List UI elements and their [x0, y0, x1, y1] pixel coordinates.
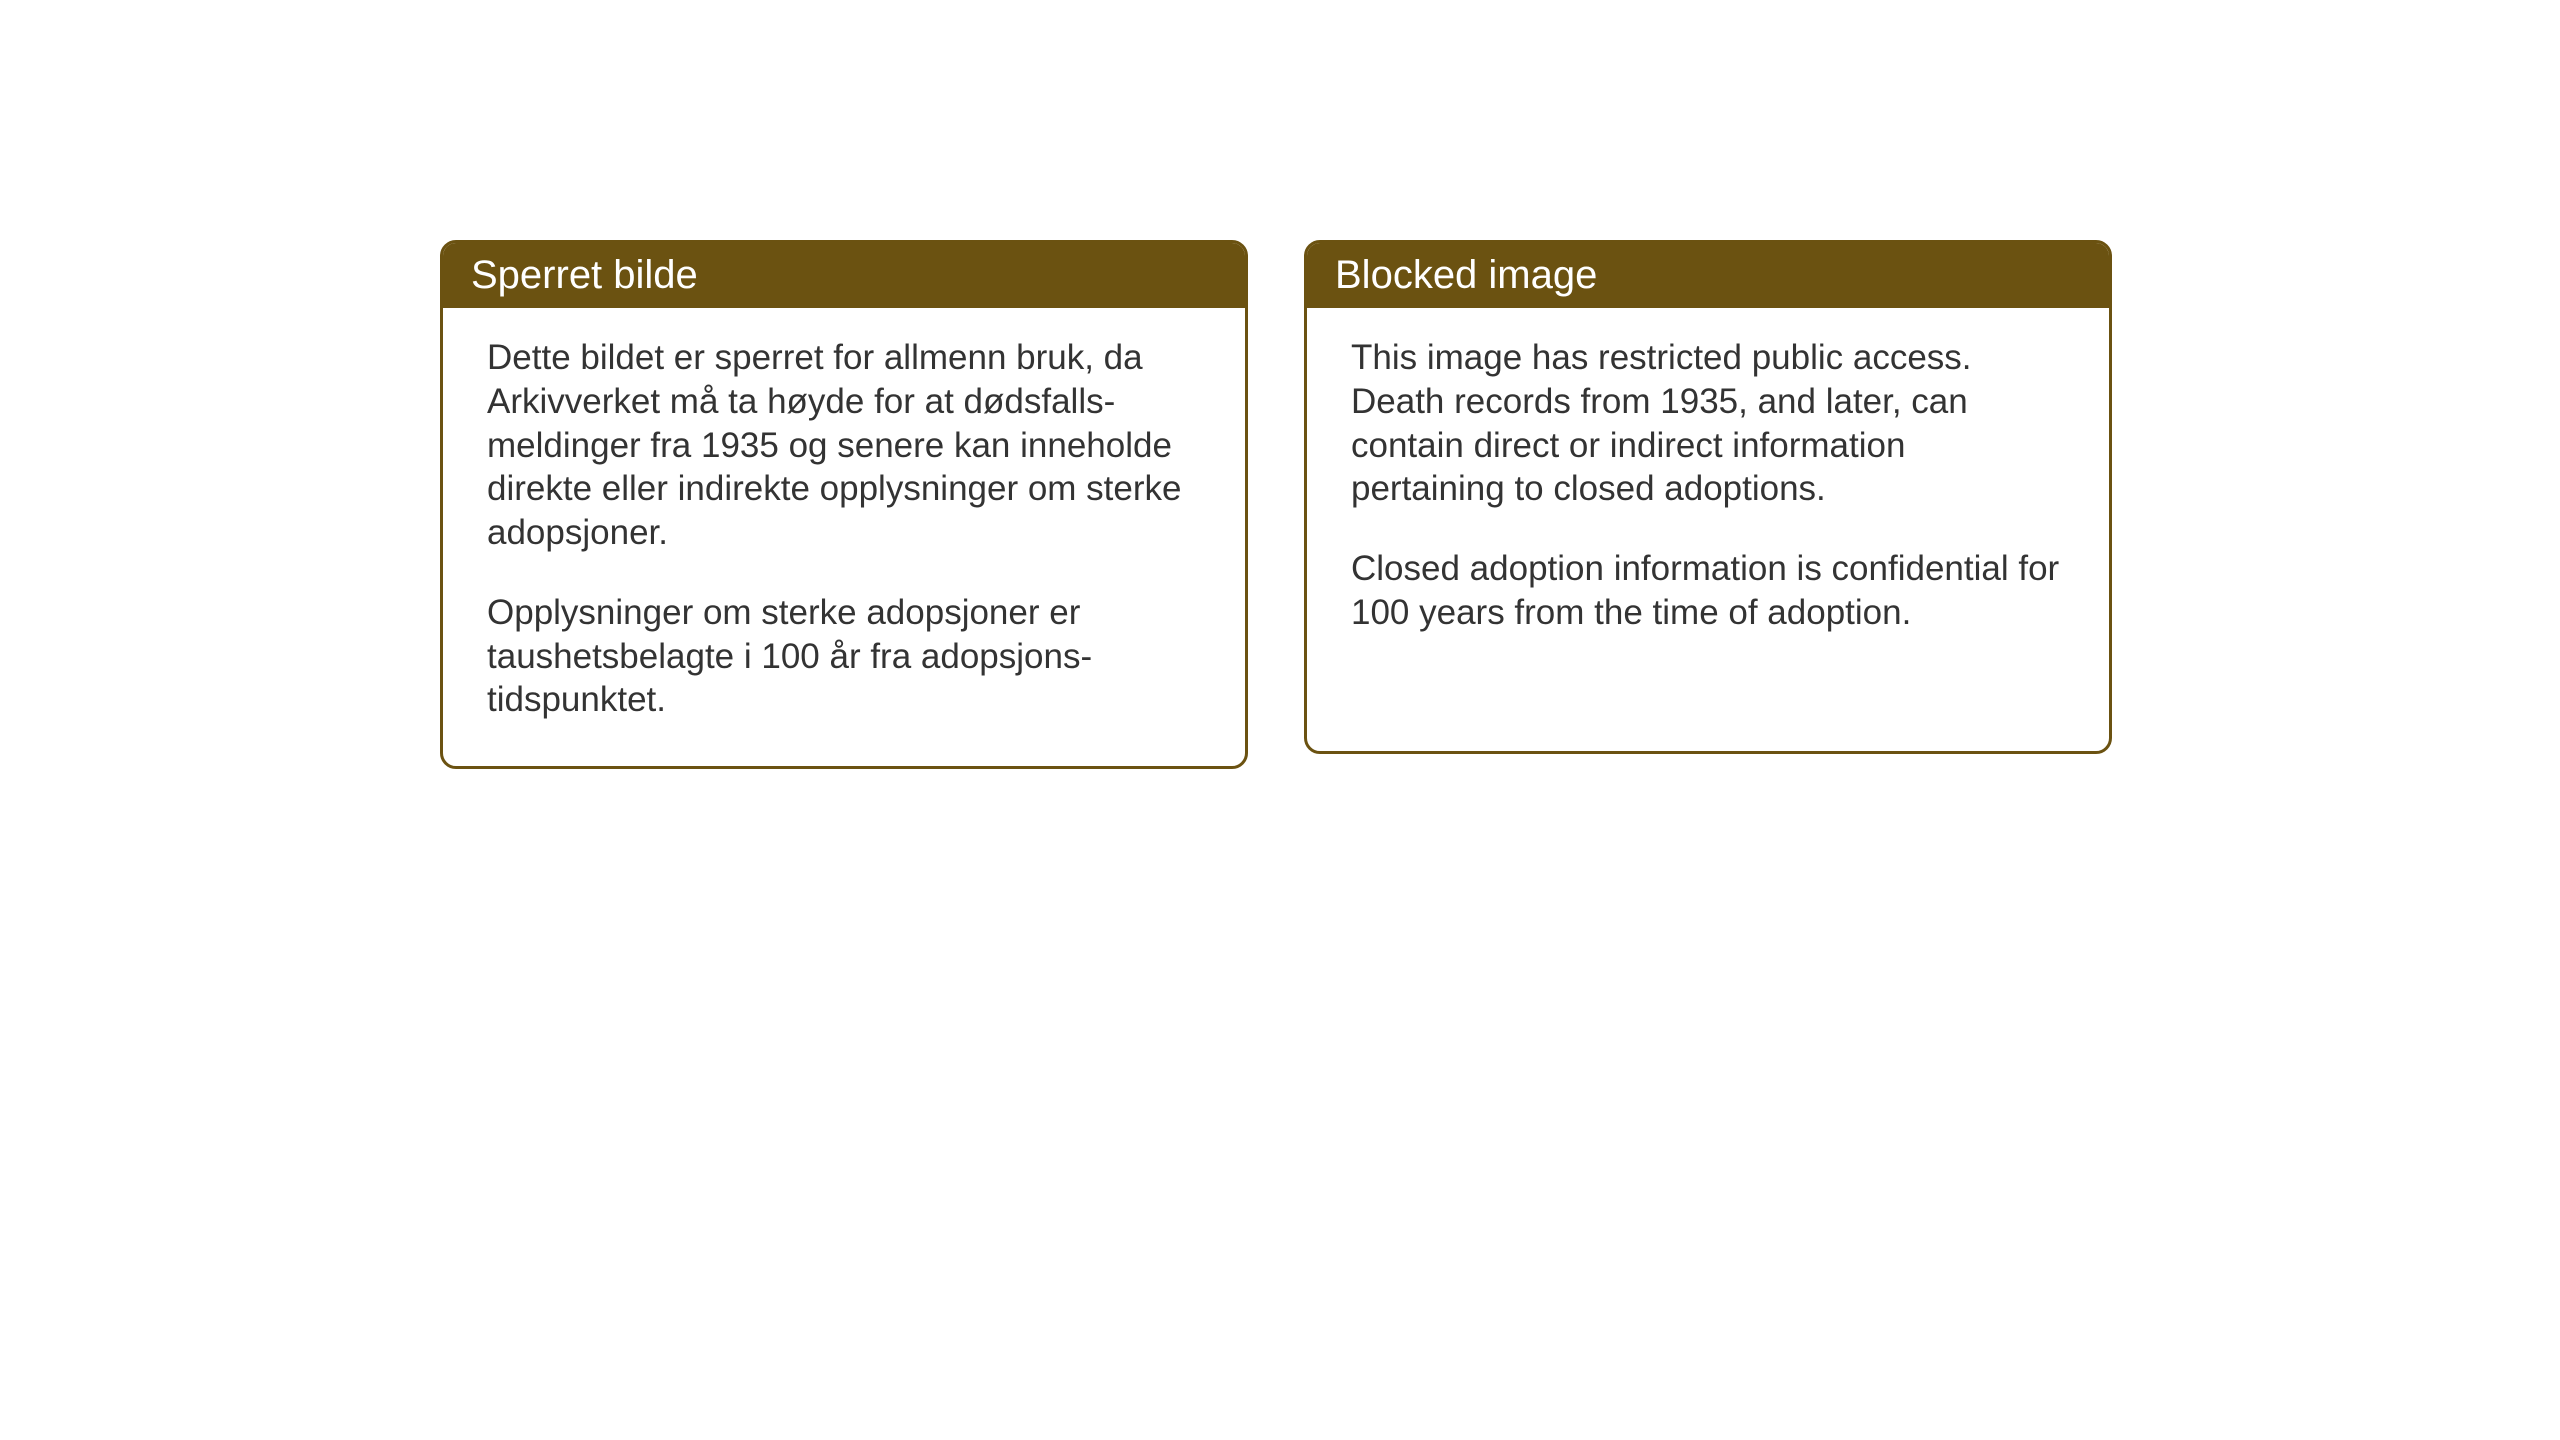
card-paragraph2-english: Closed adoption information is confident… [1351, 547, 2065, 635]
card-header-english: Blocked image [1307, 243, 2109, 308]
card-body-norwegian: Dette bildet er sperret for allmenn bruk… [443, 308, 1245, 766]
card-title-norwegian: Sperret bilde [471, 253, 698, 297]
card-paragraph1-english: This image has restricted public access.… [1351, 336, 2065, 511]
card-title-english: Blocked image [1335, 253, 1597, 297]
card-header-norwegian: Sperret bilde [443, 243, 1245, 308]
notice-container: Sperret bilde Dette bildet er sperret fo… [440, 240, 2112, 769]
card-paragraph2-norwegian: Opplysninger om sterke adopsjoner er tau… [487, 591, 1201, 722]
notice-card-english: Blocked image This image has restricted … [1304, 240, 2112, 754]
notice-card-norwegian: Sperret bilde Dette bildet er sperret fo… [440, 240, 1248, 769]
card-body-english: This image has restricted public access.… [1307, 308, 2109, 679]
card-paragraph1-norwegian: Dette bildet er sperret for allmenn bruk… [487, 336, 1201, 555]
